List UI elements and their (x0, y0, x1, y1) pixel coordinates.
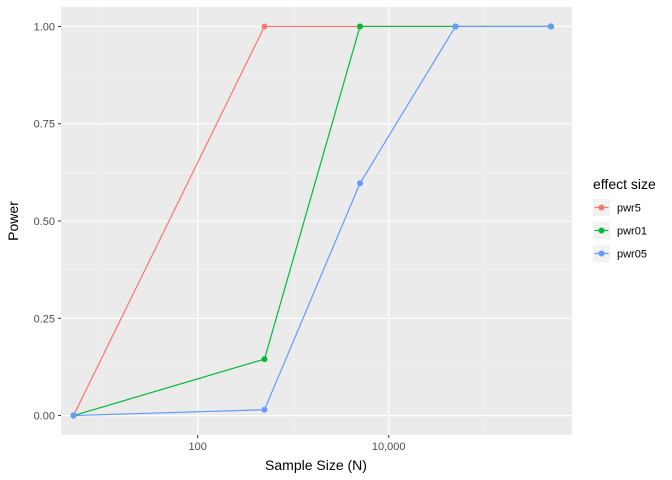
y-axis: 0.00 0.25 0.50 0.75 1.00 (34, 21, 61, 423)
x-tick-label: 10,000 (372, 441, 406, 453)
legend-label-pwr05: pwr05 (617, 249, 647, 261)
legend-key-point (598, 250, 605, 257)
data-point-pwr01 (261, 356, 268, 363)
legend: effect size pwr5 pwr01 pwr05 (593, 176, 656, 262)
data-point-pwr05 (261, 406, 268, 413)
y-tick-label: 0.25 (34, 313, 55, 325)
y-tick-label: 0.00 (34, 411, 55, 423)
x-tick-label: 100 (189, 441, 207, 453)
data-point-pwr05 (356, 180, 363, 187)
data-point-pwr05 (70, 412, 77, 419)
legend-label-pwr01: pwr01 (617, 226, 647, 238)
x-axis: 100 10,000 (189, 435, 406, 453)
legend-key-point (598, 227, 605, 234)
y-tick-label: 0.75 (34, 119, 55, 131)
y-tick-label: 1.00 (34, 21, 55, 33)
y-axis-title: Power (5, 201, 21, 241)
data-point-pwr5 (261, 23, 268, 30)
data-point-pwr05 (452, 23, 459, 30)
series-layer (70, 23, 554, 419)
legend-title: effect size (593, 176, 656, 192)
legend-label-pwr5: pwr5 (617, 203, 641, 215)
y-tick-label: 0.50 (34, 216, 55, 228)
data-point-pwr05 (547, 23, 554, 30)
x-axis-title: Sample Size (N) (265, 457, 367, 473)
legend-key-point (598, 204, 605, 211)
data-point-pwr01 (356, 23, 363, 30)
